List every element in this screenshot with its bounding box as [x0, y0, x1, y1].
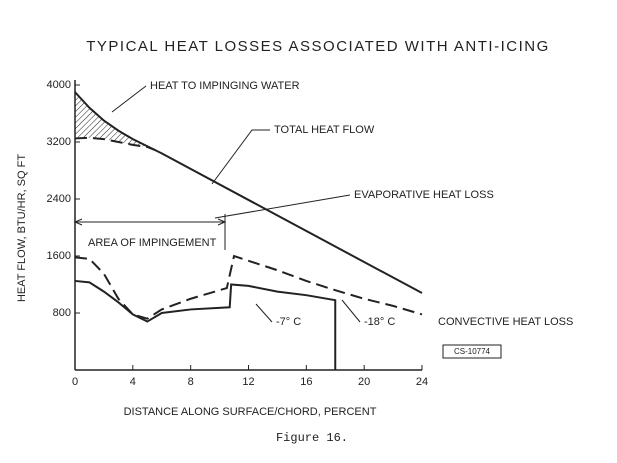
y-tick-label: 2400 — [47, 193, 71, 205]
y-tick-label: 3200 — [47, 136, 71, 148]
x-tick-label: 20 — [358, 376, 370, 388]
y-axis-label: HEAT FLOW, BTU/HR, SQ FT — [16, 154, 28, 302]
series-line — [74, 136, 155, 151]
arrow-head — [73, 218, 83, 226]
annotation: CS-10774 — [454, 347, 491, 356]
series-label: -18° C — [364, 316, 395, 328]
y-tick-label: 1600 — [47, 250, 71, 262]
leader-line — [255, 303, 273, 323]
leader-line — [111, 85, 147, 113]
x-tick-label: 16 — [300, 376, 312, 388]
x-tick-label: 0 — [72, 376, 78, 388]
x-tick-label: 4 — [130, 376, 136, 388]
x-tick-label: 8 — [188, 376, 194, 388]
hatched-area — [75, 92, 155, 150]
series-line — [74, 254, 423, 320]
annotation: AREA OF IMPINGEMENT — [88, 237, 217, 249]
leader-line — [214, 194, 351, 219]
x-axis-label: DISTANCE ALONG SURFACE/CHORD, PERCENT — [124, 406, 377, 418]
series-line — [74, 91, 423, 294]
annotation: CONVECTIVE HEAT LOSS — [438, 316, 573, 328]
series-line — [74, 279, 337, 370]
chart-title: TYPICAL HEAT LOSSES ASSOCIATED WITH ANTI… — [86, 38, 550, 55]
series-label: TOTAL HEAT FLOW — [274, 124, 375, 136]
x-tick-label: 12 — [242, 376, 254, 388]
annotation: HEAT TO IMPINGING WATER — [150, 80, 300, 92]
leader-line — [341, 299, 361, 323]
leader-line — [211, 129, 270, 185]
x-tick-label: 24 — [416, 376, 428, 388]
series-label: EVAPORATIVE HEAT LOSS — [354, 189, 494, 201]
stamp-box — [442, 344, 502, 359]
caption: Figure 16. — [276, 431, 348, 445]
y-tick-label: 4000 — [47, 79, 71, 91]
y-tick-label: 800 — [53, 307, 71, 319]
series-label: -7° C — [276, 316, 301, 328]
